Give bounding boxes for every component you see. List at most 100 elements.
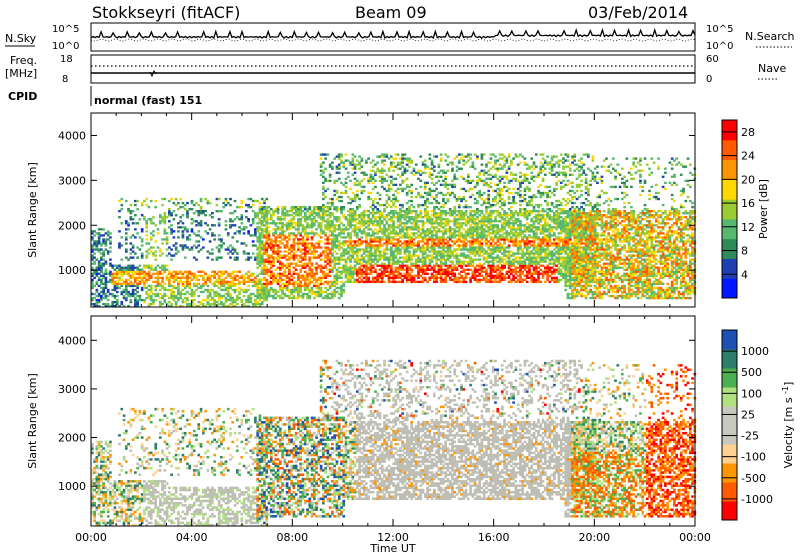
power-cell	[498, 228, 502, 231]
power-cell	[487, 262, 491, 265]
power-cell	[351, 252, 355, 255]
power-cell	[457, 276, 461, 280]
power-cell	[496, 280, 500, 284]
power-cell	[405, 278, 409, 282]
power-cell	[340, 254, 343, 257]
power-cell	[276, 290, 280, 294]
power-cell	[439, 264, 443, 267]
power-cell	[487, 230, 491, 233]
power-cell	[423, 234, 427, 237]
power-cell	[498, 230, 502, 233]
power-cell	[294, 242, 298, 245]
power-cell	[251, 284, 255, 288]
power-cell	[91, 244, 94, 247]
power-cell	[269, 216, 273, 219]
power-cell	[351, 266, 355, 269]
power-cell	[374, 258, 377, 261]
power-cell	[358, 242, 361, 245]
power-cell	[179, 280, 182, 284]
power-cell	[217, 292, 221, 296]
power-cell	[283, 205, 287, 209]
power-cell	[217, 280, 221, 284]
power-cell	[93, 256, 96, 259]
power-cell	[272, 264, 275, 267]
power-cell	[462, 236, 466, 239]
power-cell	[170, 276, 173, 280]
power-cell	[448, 228, 452, 231]
power-cell	[317, 240, 321, 243]
power-cell	[498, 276, 502, 280]
power-cell	[387, 256, 391, 259]
power-cell	[91, 272, 94, 275]
power-cell	[319, 224, 323, 227]
power-cell	[451, 185, 454, 189]
power-cell	[213, 224, 216, 227]
power-cell	[326, 153, 330, 156]
power-cell	[423, 185, 427, 189]
power-cell	[109, 274, 112, 277]
power-cell	[500, 258, 504, 261]
power-cell	[211, 234, 214, 237]
power-cell	[460, 232, 463, 235]
power-cell	[437, 207, 441, 211]
power-cell	[453, 268, 457, 271]
power-cell	[446, 230, 450, 233]
power-cell	[494, 278, 497, 282]
power-cell	[95, 240, 99, 243]
power-cell	[408, 240, 411, 243]
power-cell	[331, 226, 334, 229]
power-cell	[453, 224, 457, 227]
power-cell	[346, 258, 350, 261]
cpid-label: CPID	[8, 90, 37, 103]
power-cell	[466, 272, 470, 275]
power-cell	[331, 197, 334, 201]
power-cell	[351, 157, 355, 160]
power-cell	[297, 282, 300, 286]
power-cell	[172, 230, 176, 233]
power-cell	[417, 280, 420, 284]
power-cell	[263, 266, 266, 269]
power-cell	[269, 280, 273, 284]
power-cell	[308, 280, 312, 284]
power-cell	[430, 173, 434, 176]
power-cell	[487, 278, 491, 282]
power-cell	[283, 274, 287, 277]
power-cell	[161, 280, 164, 284]
power-cell	[147, 304, 151, 308]
power-cell	[312, 210, 316, 213]
power-cell	[399, 260, 402, 263]
power-cell	[385, 264, 389, 267]
power-cell	[299, 294, 303, 298]
power-cell	[276, 207, 280, 211]
power-cell	[494, 236, 497, 239]
power-cell	[498, 242, 502, 245]
power-cell	[188, 238, 192, 241]
power-cell	[308, 212, 312, 215]
power-cell	[496, 214, 500, 217]
power-cell	[326, 222, 330, 225]
power-cell	[435, 238, 438, 241]
power-cell	[269, 272, 273, 275]
power-cell	[362, 260, 366, 263]
power-cell	[389, 262, 393, 265]
power-cell	[371, 177, 375, 180]
power-cell	[457, 236, 461, 239]
power-cell	[322, 214, 325, 217]
power-cell	[254, 232, 257, 235]
power-cell	[480, 274, 484, 277]
power-cell	[134, 276, 137, 280]
power-cell	[385, 252, 389, 255]
power-cell	[503, 201, 506, 205]
power-cell	[267, 218, 271, 221]
power-cell	[383, 155, 386, 158]
power-cell	[290, 274, 293, 277]
power-cell	[426, 216, 429, 219]
power-cell	[136, 282, 139, 286]
power-cell	[111, 292, 115, 296]
power-cell	[238, 232, 241, 235]
power-cell	[500, 246, 504, 249]
power-cell	[471, 232, 475, 235]
power-cell	[179, 272, 182, 275]
power-cell	[186, 210, 189, 213]
power-cell	[306, 207, 309, 211]
